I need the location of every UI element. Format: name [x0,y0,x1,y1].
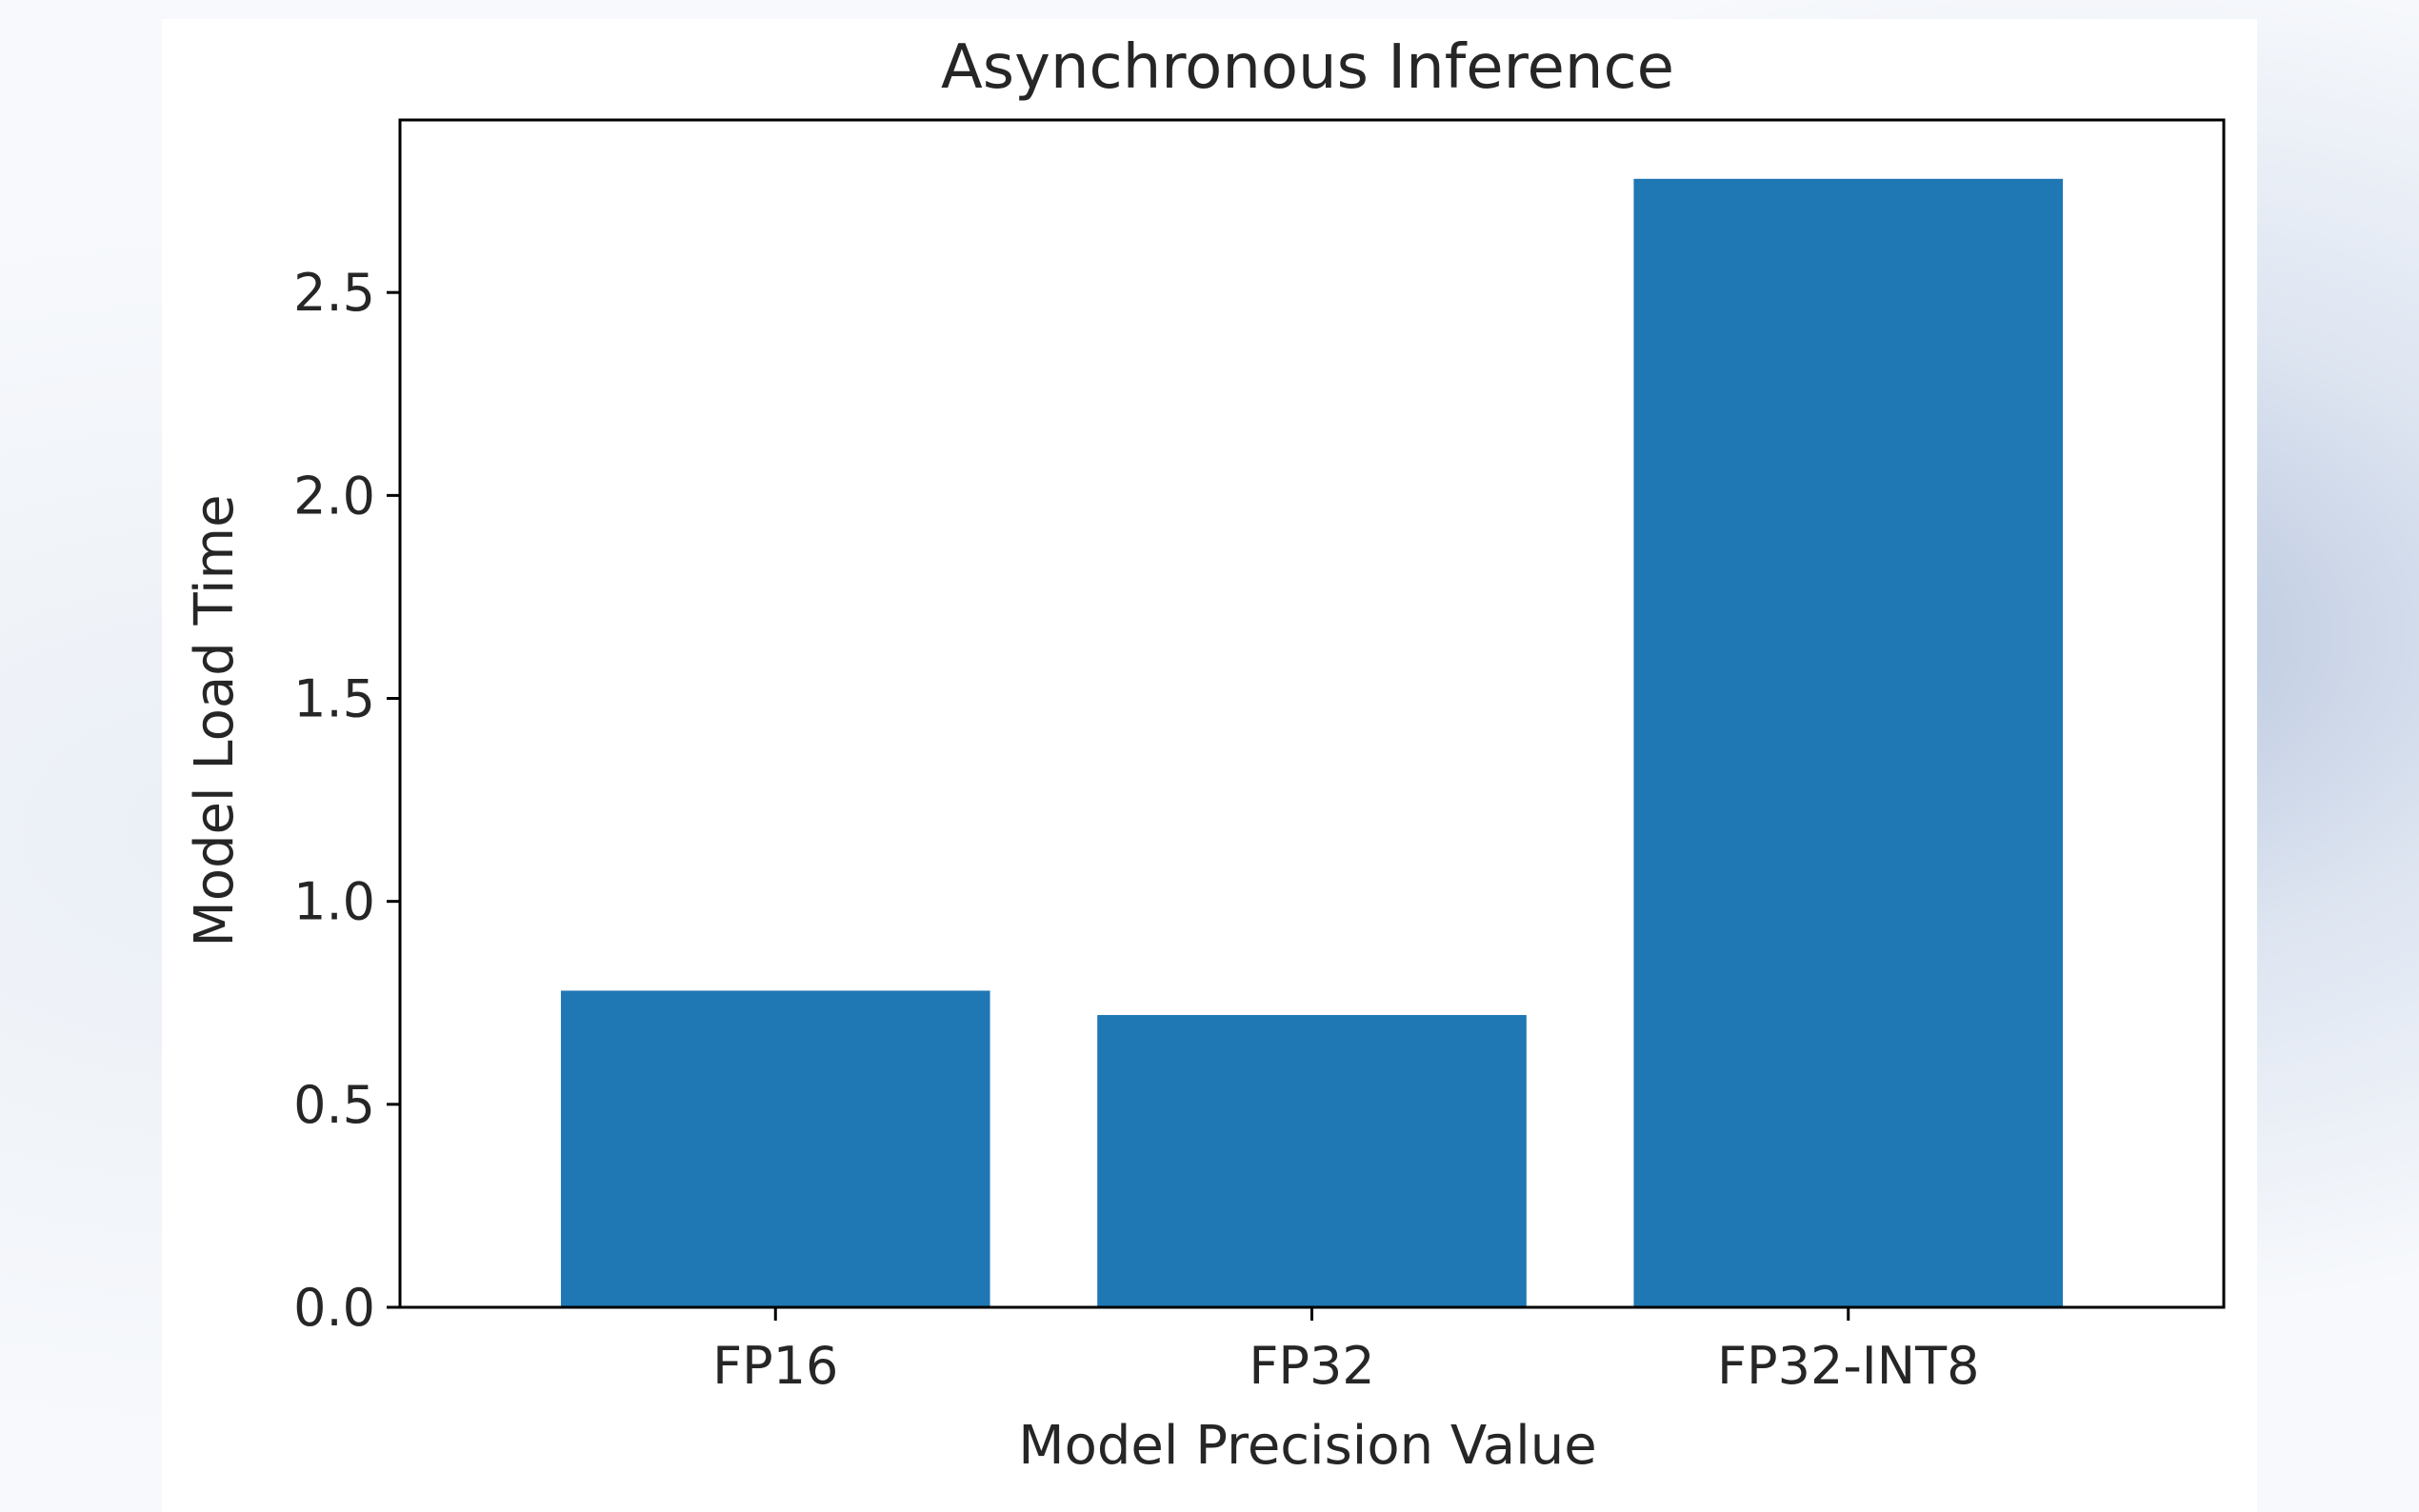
bar-fp32-int8 [1633,178,2064,1307]
chart-title: Asynchronous Inference [941,32,1674,103]
y-axis-label: Model Load Time [184,494,246,946]
x-tick-label: FP16 [712,1336,838,1396]
x-tick-label: FP32 [1249,1336,1374,1396]
bar-fp32 [1097,1015,1527,1307]
plot-frame [398,118,2226,1309]
x-axis-label: Model Precision Value [1018,1415,1596,1477]
y-tick-label: 1.5 [293,669,375,729]
bars-group [560,178,2064,1307]
y-tick-label: 0.5 [293,1075,375,1135]
y-tick-label: 0.0 [293,1278,375,1338]
x-tick-label: FP32-INT8 [1717,1336,1979,1396]
y-tick-label: 2.5 [293,263,375,323]
y-tick-label: 2.0 [293,466,375,526]
bar-fp16 [560,990,990,1307]
x-axis-ticks: FP16 FP32 FP32-INT8 [712,1307,1979,1396]
y-axis-ticks: 0.0 0.5 1.0 1.5 2.0 2.5 [293,263,400,1338]
y-tick-label: 1.0 [293,872,375,932]
